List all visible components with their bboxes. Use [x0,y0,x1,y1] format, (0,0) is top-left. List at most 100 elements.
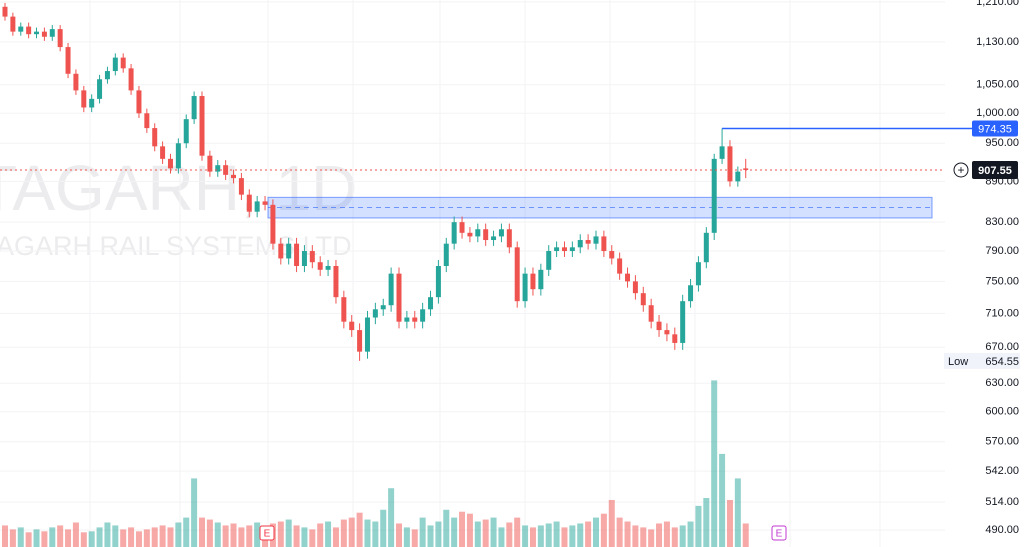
candle-body [144,113,150,129]
volume-bar [561,527,568,547]
volume-bar [199,517,205,547]
candle-body [711,158,717,233]
volume-bar [537,525,544,547]
volume-bar [474,521,481,547]
y-tick-label: 710.00 [985,307,1019,319]
volume-bar [656,523,663,547]
candle-body [364,317,370,352]
volume-bar [88,531,95,547]
candle-body [735,171,741,182]
candle-body [656,321,662,331]
volume-bar [419,517,426,547]
volume-bar [506,522,513,547]
candle-body [396,273,402,322]
candle-body [65,47,71,74]
volume-bar [230,523,237,547]
candle-body [175,143,181,169]
candle-body [632,281,638,294]
volume-bar [246,525,253,547]
volume-bar [364,519,371,547]
candle-body [680,301,686,343]
volume-bar [734,478,741,547]
candle-body [372,309,378,318]
candle-body [569,247,575,252]
candle-body [325,265,331,270]
volume-bar [522,525,529,547]
candle-body [231,174,237,179]
candle-body [498,229,504,237]
candle-body [10,16,16,32]
candle-body [491,236,497,241]
volume-bar [403,527,410,547]
volume-bar [459,511,466,547]
candle-body [743,168,749,170]
candle-body [530,273,536,290]
volume-bar [309,529,316,547]
low-value: 654.55 [985,356,1019,368]
volume-bar [143,529,150,547]
volume-bar [593,517,599,547]
candle-body [412,317,418,322]
volume-bar [396,523,402,547]
volume-bar [120,529,127,547]
price-tag-text: 907.55 [978,165,1012,177]
volume-bar [293,525,300,547]
volume-bar [159,525,166,547]
candle-body [128,68,134,91]
volume-bar [411,529,418,547]
volume-bar [41,531,48,547]
candle-body [317,262,323,270]
volume-bar [151,527,158,547]
volume-bar [569,525,576,547]
candle-body [380,305,386,310]
volume-bar [372,521,379,547]
volume-bar [726,499,733,547]
volume-bar [356,512,363,547]
candle-body [246,194,252,212]
y-tick-label: 950.00 [985,137,1019,149]
candle-body [467,232,473,237]
volume-bar [96,527,103,547]
event-marker [259,525,275,541]
volume-bar [65,529,72,547]
candle-body [703,232,709,263]
volume-bar [128,527,135,547]
volume-bar [348,517,355,547]
candle-body [459,222,465,233]
volume-bar [703,498,710,547]
candle-body [309,251,315,263]
candle-body [451,222,457,244]
event-label: E [264,529,271,540]
candle-body [81,90,87,108]
candle-body [262,201,268,205]
candle-body [136,90,142,114]
candle-body [89,98,95,108]
candle-body [333,265,339,298]
candle-body [428,297,434,310]
y-tick-label: 670.00 [985,341,1019,353]
volume-bar [2,525,8,547]
candle-body [357,330,363,352]
volume-bar [553,521,560,547]
candle-body [254,201,260,212]
volume-bar [167,527,174,547]
volume-bar [135,531,142,547]
candle-body [199,96,205,156]
candle-body [617,258,623,274]
candle-body [294,243,300,266]
candle-body [546,251,552,270]
volume-bar [640,527,647,547]
y-tick-label: 1,050.00 [976,79,1019,91]
candle-body [601,236,607,252]
candle-body [506,229,512,248]
candle-body [483,229,489,241]
candle-body [561,247,567,252]
y-tick-label: 830.00 [985,216,1019,228]
candle-body [538,269,544,290]
volume-bar [285,519,292,547]
volume-bar [191,478,198,547]
volume-bar [104,522,111,547]
candle-body [475,229,481,237]
volume-bar [585,521,592,547]
